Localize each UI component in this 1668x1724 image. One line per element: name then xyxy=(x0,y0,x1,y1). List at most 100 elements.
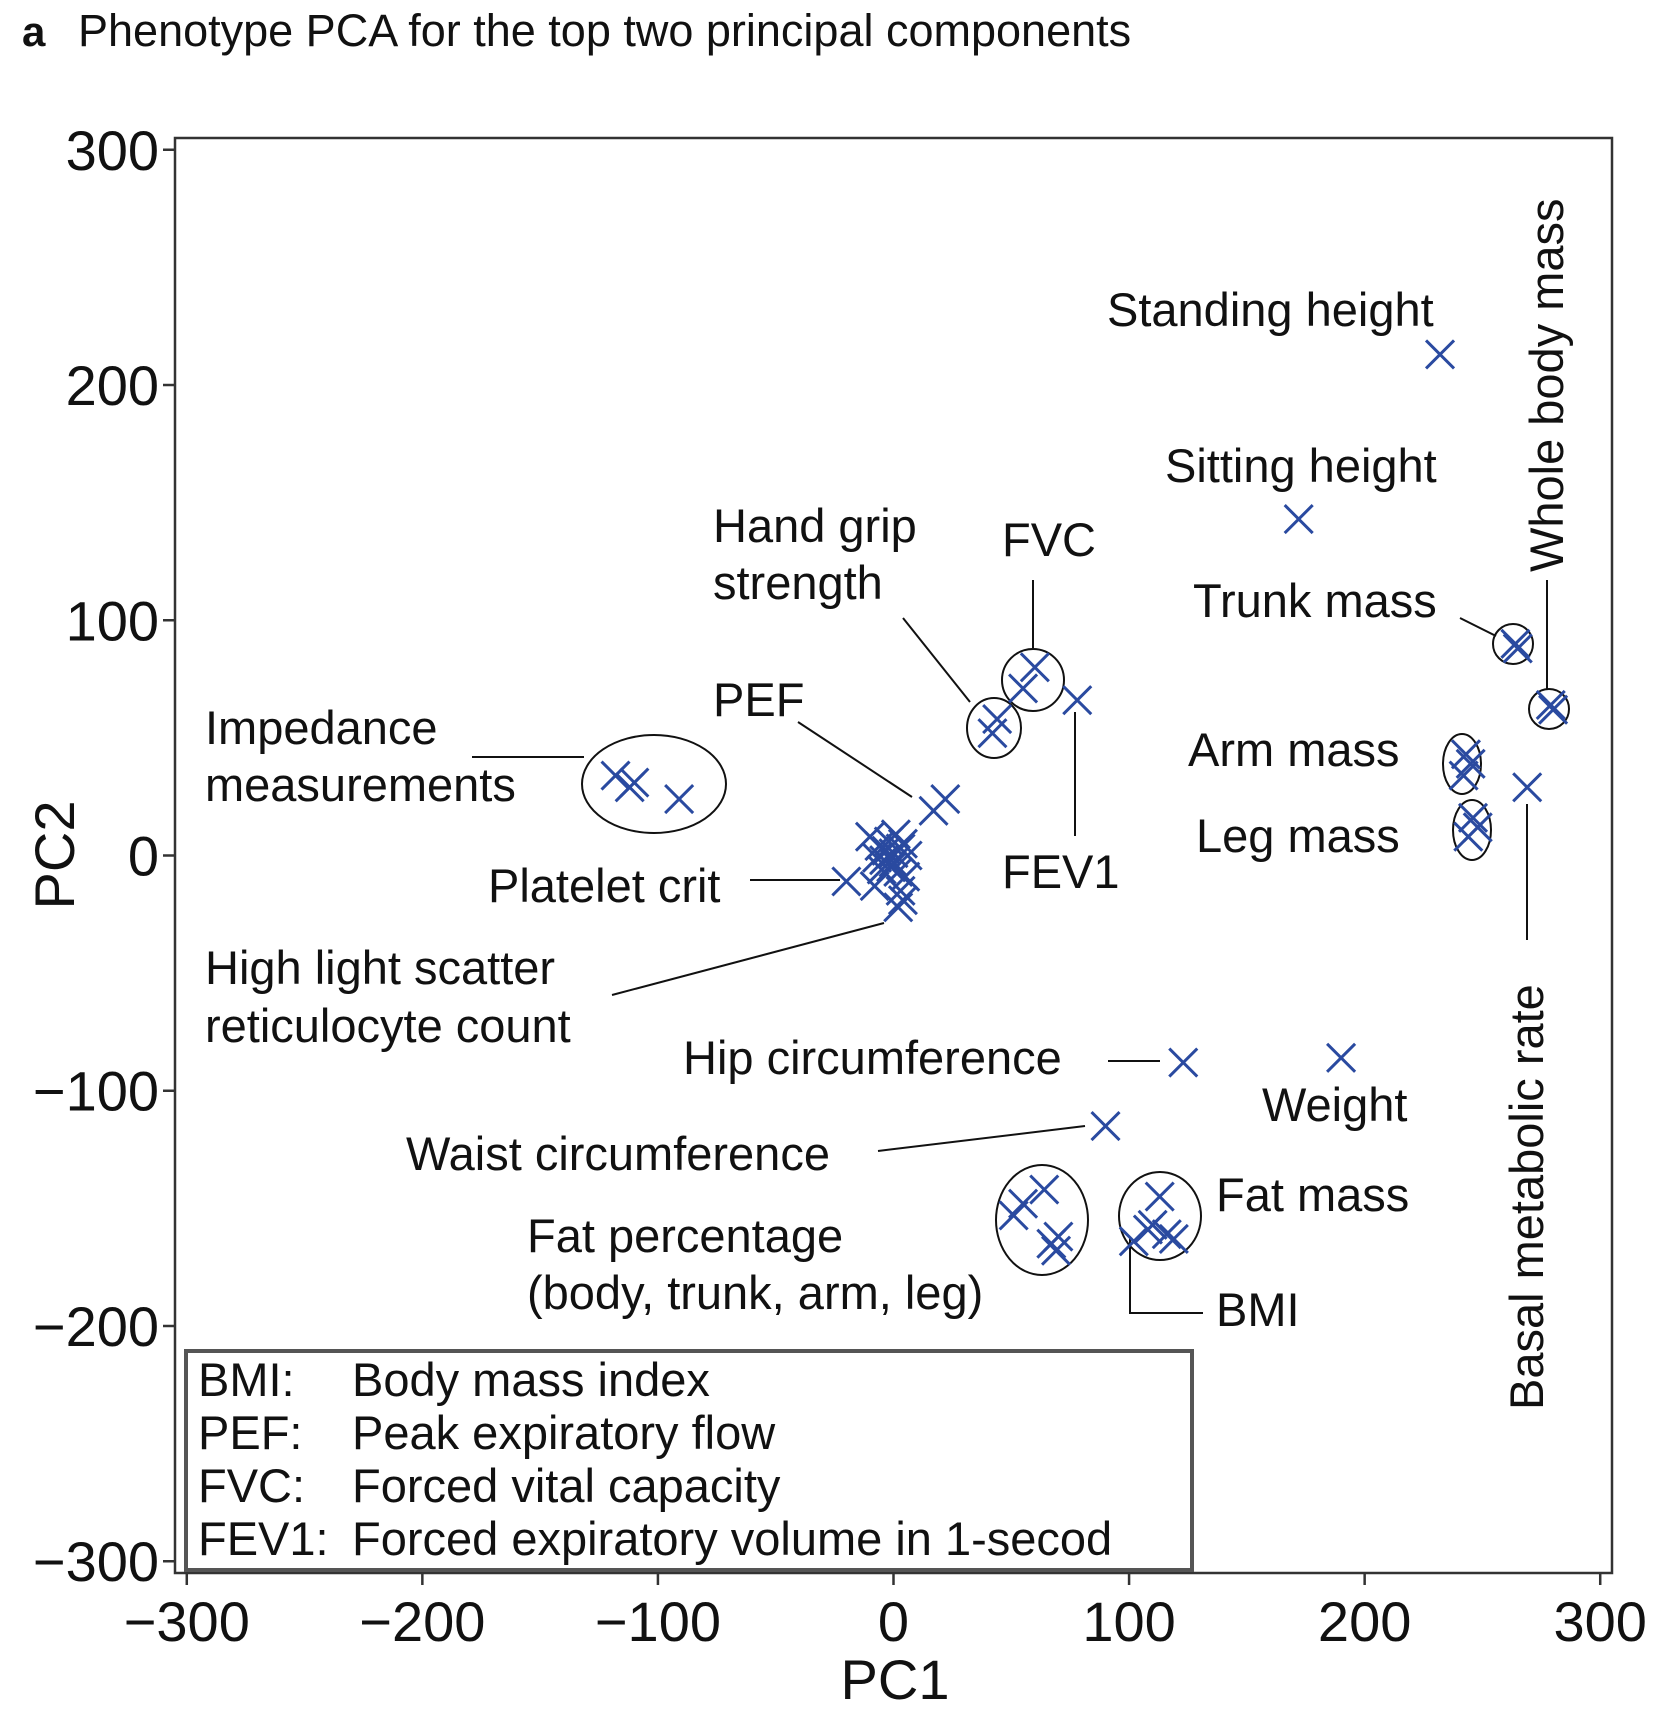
hand-grip-ellipse xyxy=(966,697,1022,759)
x-tick-label: 200 xyxy=(1318,1590,1411,1653)
leg-mass-ellipse xyxy=(1452,799,1492,861)
axis-ticks: −300 −200 −100 0 100 200 300 −300 −200 −100 0 100 20… xyxy=(33,119,1647,1653)
y-axis-title: PC2 xyxy=(23,801,86,910)
data-point-marker xyxy=(1424,339,1456,370)
arm-mass-ellipse xyxy=(1442,733,1482,795)
y-tick-label: 0 xyxy=(128,825,159,888)
data-point-marker xyxy=(1158,1223,1189,1255)
data-point-marker xyxy=(600,760,631,791)
legend-abbr-bmi: BMI: xyxy=(198,1353,295,1406)
label-whole-body-mass: Whole body mass xyxy=(1520,198,1573,572)
data-point-marker xyxy=(1029,1174,1060,1205)
data-point-marker xyxy=(876,852,907,883)
impedance-ellipse xyxy=(581,734,727,834)
legend-full-pef: Peak expiratory flow xyxy=(352,1406,776,1459)
label-leg-mass: Leg mass xyxy=(1196,809,1400,862)
data-point-marker xyxy=(1118,1226,1149,1257)
data-point-marker xyxy=(1500,628,1531,659)
x-tick-label: 300 xyxy=(1554,1590,1647,1653)
data-point-marker xyxy=(1008,673,1039,704)
data-point-marker xyxy=(614,772,645,803)
label-hand-grip: Hand grip xyxy=(713,499,917,552)
y-tick-label: 200 xyxy=(66,354,159,417)
fat-percentage-ellipse xyxy=(995,1164,1089,1276)
data-point-marker xyxy=(1502,633,1533,664)
x-tick-label: −200 xyxy=(359,1590,485,1653)
data-point-marker xyxy=(831,866,862,897)
annotation-labels: Standing height Sitting height Trunk mas… xyxy=(205,198,1573,1410)
label-hip-circumference: Hip circumference xyxy=(683,1031,1062,1084)
pef-leader xyxy=(797,721,913,798)
leader-lines xyxy=(472,580,1548,1314)
data-point-marker xyxy=(887,828,918,859)
label-arm-mass: Arm mass xyxy=(1188,723,1400,776)
y-tick-label: −300 xyxy=(33,1530,159,1593)
legend-box xyxy=(184,1349,1194,1572)
data-point-marker xyxy=(1151,1219,1182,1250)
x-tick-label: 100 xyxy=(1082,1590,1175,1653)
data-point-marker xyxy=(883,892,914,923)
label-pef: PEF xyxy=(713,673,804,726)
bmi-leader xyxy=(1129,1238,1203,1314)
data-point-marker xyxy=(1283,504,1314,535)
y-tick-label: 300 xyxy=(66,119,159,182)
label-measurements: measurements xyxy=(205,758,516,811)
legend-abbr-pef: PEF: xyxy=(198,1406,302,1459)
data-point-marker xyxy=(1512,772,1543,803)
data-point-marker xyxy=(1036,1228,1067,1259)
data-point-marker xyxy=(1062,685,1093,716)
label-waist-circumference: Waist circumference xyxy=(406,1127,830,1180)
data-point-marker xyxy=(1538,694,1569,725)
y-tick-label: 100 xyxy=(66,589,159,652)
data-point-marker xyxy=(1144,1181,1175,1212)
trunk-mass-leader xyxy=(1459,617,1497,637)
data-point-marker xyxy=(664,783,695,815)
data-point-marker xyxy=(859,871,890,902)
data-point-marker xyxy=(887,885,918,916)
data-point-marker xyxy=(1535,689,1566,721)
legend-full-fev1: Forced expiratory volume in 1-secod xyxy=(352,1512,1112,1565)
legend-abbr-fvc: FVC: xyxy=(198,1459,305,1512)
data-points xyxy=(600,339,1569,1266)
label-high-light-scatter: High light scatter xyxy=(205,941,555,994)
data-point-marker xyxy=(1448,760,1479,791)
label-sitting-height: Sitting height xyxy=(1165,439,1437,492)
x-tick-label: 0 xyxy=(878,1590,909,1653)
chart-title: Phenotype PCA for the top two principal … xyxy=(78,5,1131,56)
trunk-mass-ellipse xyxy=(1492,623,1534,665)
label-fat-percentage-parts: (body, trunk, arm, leg) xyxy=(527,1266,983,1319)
abbreviation-legend: BMI: Body mass index PEF: Peak expirator… xyxy=(184,1349,1194,1572)
data-point-marker xyxy=(1008,1188,1039,1219)
label-fat-percentage: Fat percentage xyxy=(527,1209,843,1262)
hand-grip-leader xyxy=(902,617,971,703)
waist-leader xyxy=(877,1125,1086,1152)
data-point-marker xyxy=(918,795,949,826)
cluster-ellipses xyxy=(581,623,1570,1276)
data-point-marker xyxy=(1132,1214,1163,1245)
data-point-marker xyxy=(1457,802,1489,833)
data-point-marker xyxy=(878,847,909,878)
fvc-ellipse xyxy=(1001,648,1065,712)
y-tick-label: −200 xyxy=(33,1295,159,1358)
y-tick-label: −100 xyxy=(33,1060,159,1123)
label-fvc: FVC xyxy=(1002,513,1096,566)
label-bmi: BMI xyxy=(1216,1283,1300,1336)
data-point-marker xyxy=(998,1200,1029,1231)
data-point-marker xyxy=(861,842,893,873)
data-point-marker xyxy=(1168,1047,1199,1078)
label-impedance: Impedance xyxy=(205,701,438,754)
panel-letter: a xyxy=(22,8,46,55)
label-fev1: FEV1 xyxy=(1002,845,1120,898)
label-platelet-crit: Platelet crit xyxy=(488,859,720,912)
whole-body-mass-ellipse xyxy=(1528,688,1570,730)
label-trunk-mass: Trunk mass xyxy=(1193,574,1437,627)
legend-abbr-fev1: FEV1: xyxy=(198,1512,329,1565)
data-point-marker xyxy=(1019,652,1050,683)
label-reticulocyte-count: reticulocyte count xyxy=(205,999,571,1052)
data-point-marker xyxy=(977,718,1008,749)
data-point-marker xyxy=(1326,1042,1357,1073)
legend-full-bmi: Body mass index xyxy=(352,1353,710,1406)
x-tick-label: −100 xyxy=(595,1590,721,1653)
label-standing-height: Standing height xyxy=(1107,283,1434,336)
